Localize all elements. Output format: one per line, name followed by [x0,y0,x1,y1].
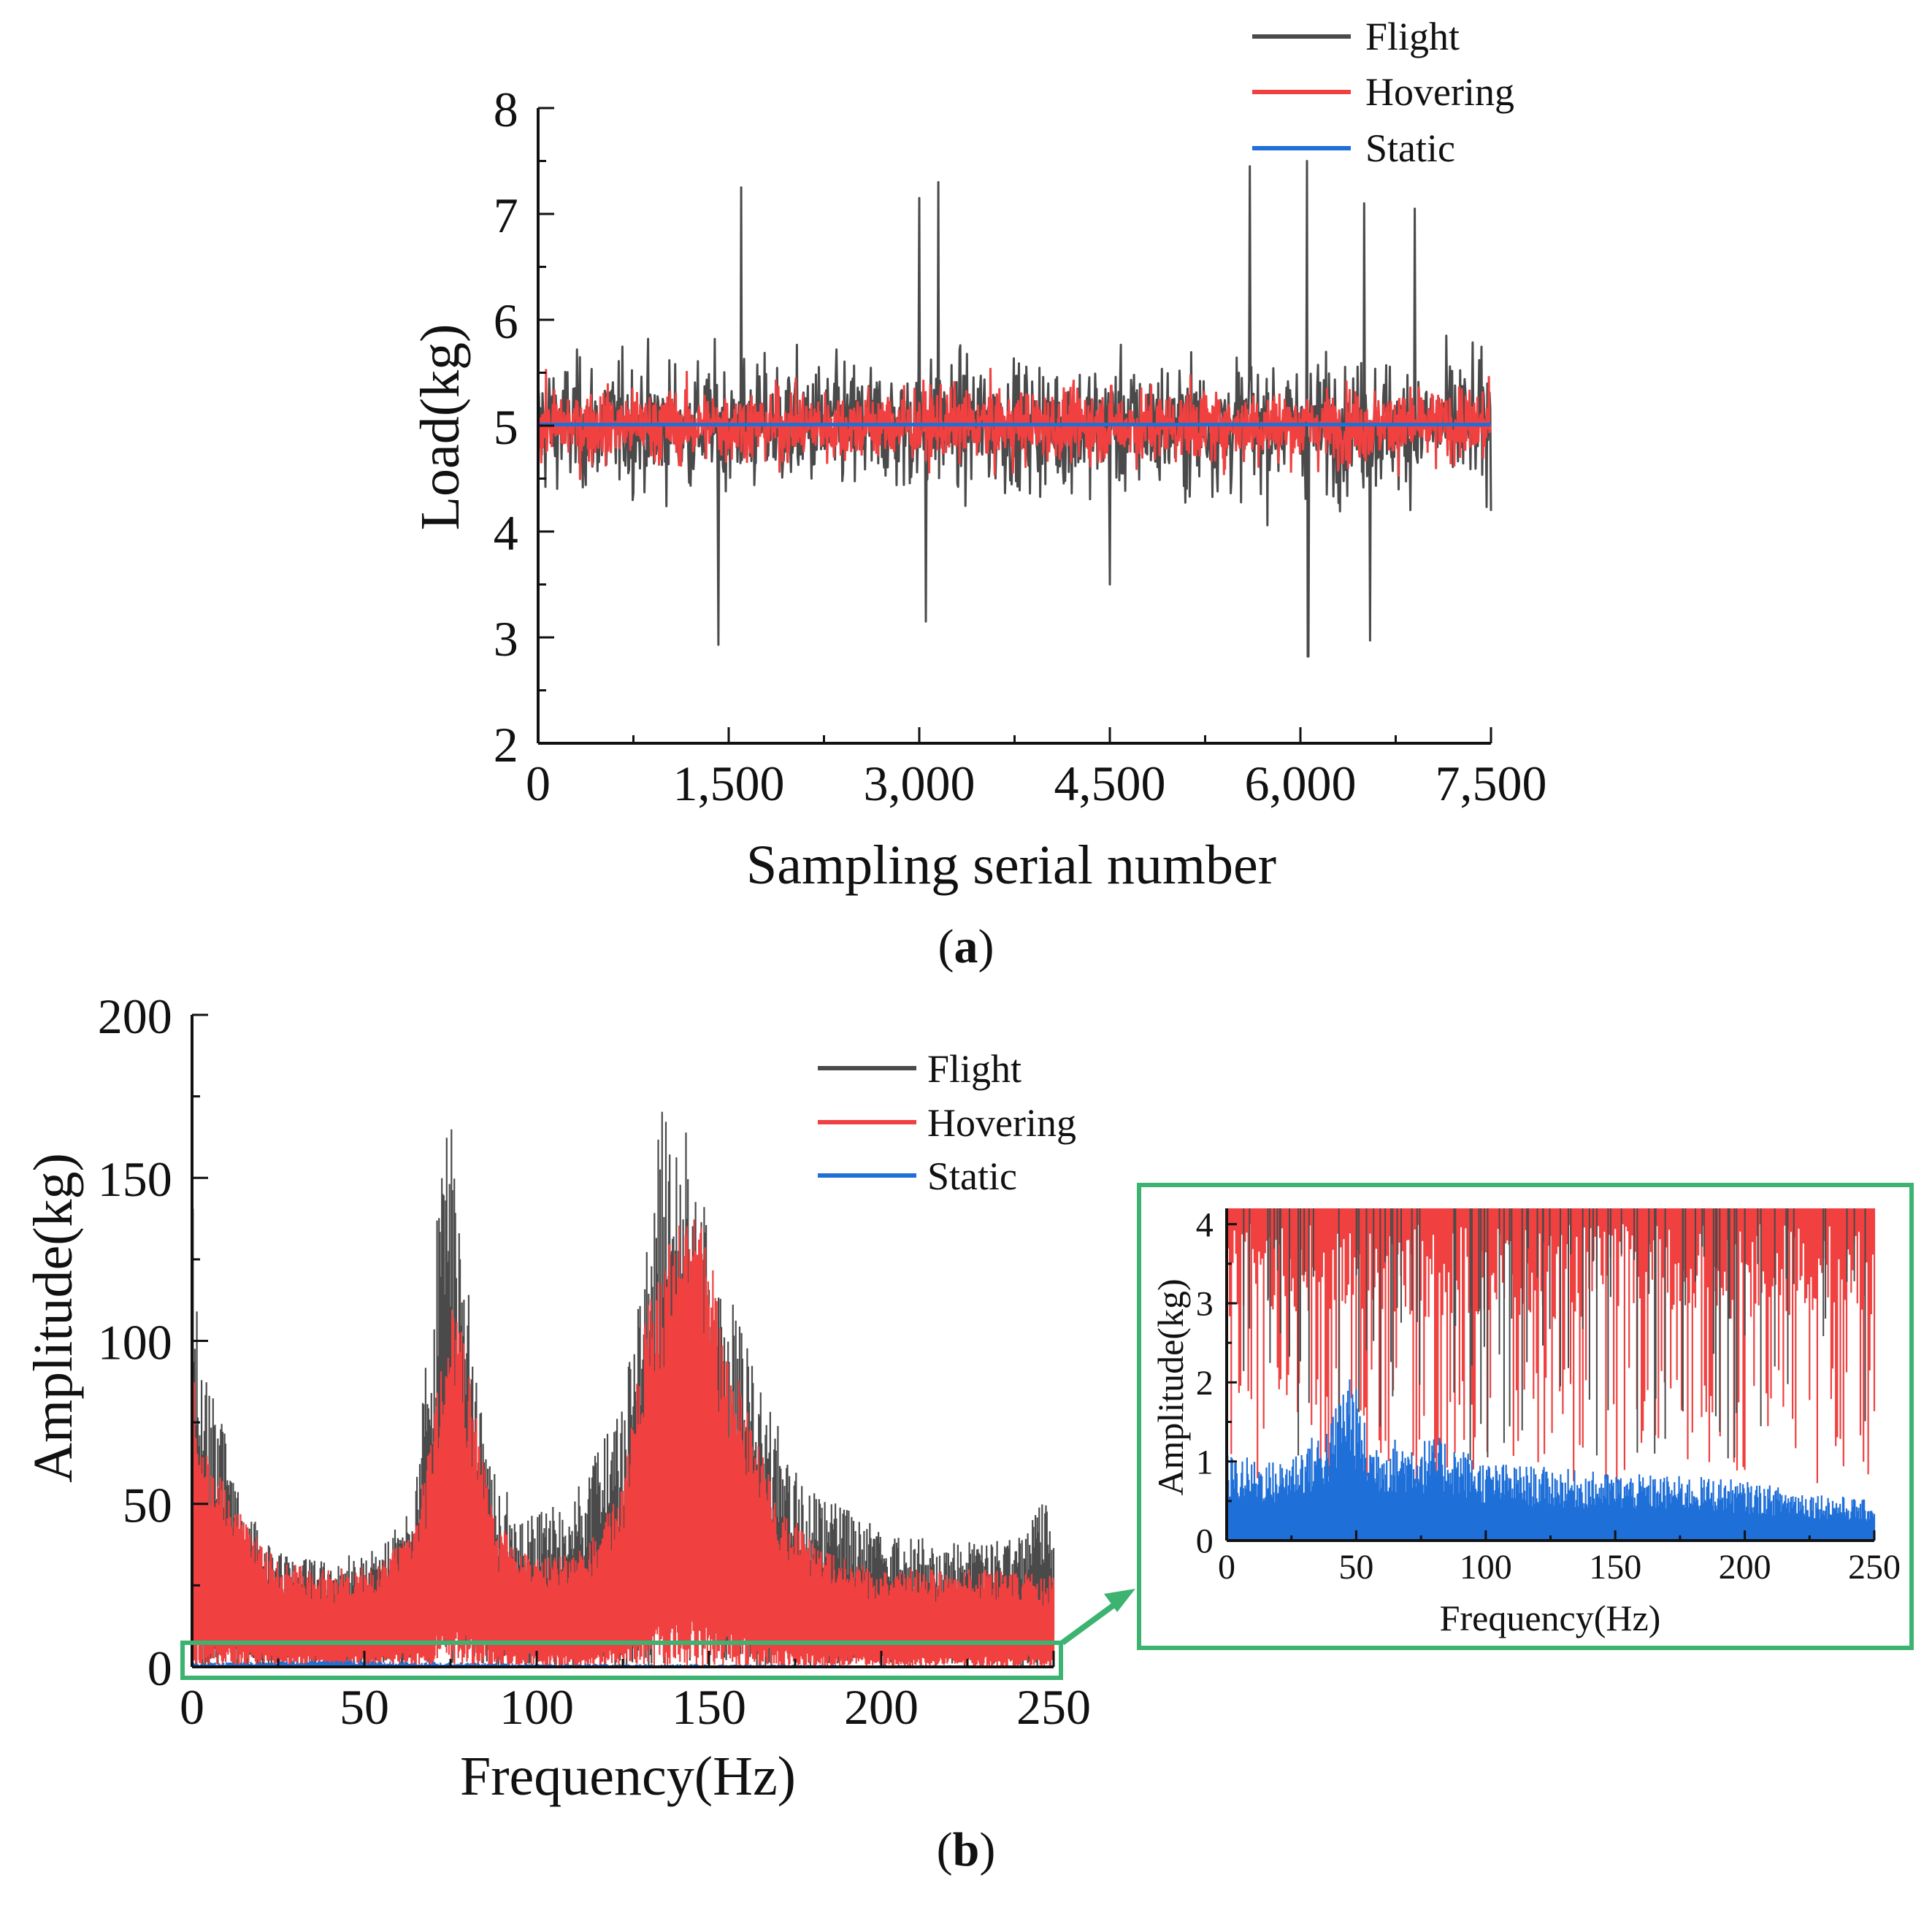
panel-b-x-tick-label: 100 [499,1679,574,1735]
panel-a-y-axis-title: Load(kg) [410,324,471,531]
panel-b-x-tick-label: 50 [340,1679,389,1735]
panel-a-y-tick-label: 2 [494,717,518,772]
panel-b-x-tick-label: 150 [672,1679,746,1735]
panel-a-x-tick-label: 1,500 [673,756,785,811]
panel-a-x-tick-label: 0 [526,756,551,811]
series-hovering-line [537,367,1492,480]
series-hovering-spectrum [191,1219,1055,1667]
inset-y-tick-label: 4 [1196,1205,1214,1244]
panel-b-x-tick-labels: 0 50 100 150 200 250 [180,1679,1091,1735]
inset-axes [1225,1208,1876,1542]
panel-a-x-tick-labels: 0 1,500 3,000 4,500 6,000 7,500 [526,756,1547,811]
panel-b-axes [191,1013,1055,1668]
panel-a-axes [537,107,1492,745]
panel-a-y-tick-label: 3 [494,611,518,667]
panel-a-y-tick-label: 6 [494,294,518,349]
panel-a-chart: 0 1,500 3,000 4,500 6,000 7,500 2 3 4 5 6 7 8 Sampl… [410,15,1547,973]
panel-a-y-tick-labels: 2 3 4 5 6 7 8 [494,82,518,772]
panel-a-y-tick-label: 5 [494,399,518,455]
panel-a-y-tick-label: 4 [494,505,518,561]
panel-b-legend: Flight Hovering Static [818,1047,1076,1198]
panel-b-y-tick-label: 150 [98,1151,172,1207]
panel-b-x-tick-label: 250 [1016,1679,1091,1735]
legend-a-flight-label: Flight [1365,15,1460,58]
inset-y-tick-labels: 0 1 2 3 4 [1196,1205,1214,1560]
legend-b-hovering-label: Hovering [927,1101,1076,1145]
inset-y-tick-label: 0 [1196,1522,1214,1561]
panel-b-y-tick-label: 100 [98,1314,172,1370]
panel-b-x-tick-label: 0 [180,1679,204,1735]
inset-series-flight [1243,1208,1866,1460]
legend-b-static-label: Static [927,1154,1017,1198]
panel-b-y-axis-title: Amplitude(kg) [23,1153,84,1483]
panel-a-x-axis-title: Sampling serial number [746,835,1276,896]
panel-b-y-tick-label: 50 [123,1478,172,1533]
inset-x-tick-label: 50 [1338,1548,1373,1587]
panel-a-legend: Flight Hovering Static [1252,15,1514,170]
panel-a-x-tick-label: 4,500 [1054,756,1166,811]
panel-a-y-tick-label: 8 [494,82,518,137]
panel-b-caption: (b) [937,1823,996,1876]
inset-y-tick-label: 1 [1196,1443,1214,1481]
zoom-arrow-line [1060,1600,1119,1646]
panel-b-y-tick-label: 0 [147,1641,172,1696]
inset-y-tick-label: 3 [1196,1285,1214,1324]
panel-b-plot-area [191,1111,1055,1667]
panel-a-x-tick-label: 7,500 [1435,756,1547,811]
inset-y-tick-label: 2 [1196,1364,1214,1403]
panel-a-plot-area [537,160,1492,658]
panel-b-y-tick-label: 200 [98,989,172,1044]
inset-chart: 0 50 100 150 200 250 0 1 2 3 4 Frequency(Hz) Ampl… [1137,1183,1914,1650]
panel-b-y-tick-labels: 0 50 100 150 200 [98,989,172,1696]
inset-x-tick-labels: 0 50 100 150 200 250 [1218,1548,1901,1587]
inset-x-tick-label: 0 [1218,1548,1235,1587]
panel-a-x-tick-label: 3,000 [864,756,975,811]
inset-plot-area [1225,1208,1876,1541]
panel-a-caption: (a) [938,920,994,973]
legend-b-flight-label: Flight [927,1047,1021,1091]
inset-x-axis-title: Frequency(Hz) [1440,1598,1661,1638]
zoom-highlight-box [180,1641,1063,1680]
inset-x-tick-label: 250 [1848,1548,1901,1587]
legend-a-static-label: Static [1365,126,1455,170]
legend-a-hovering-label: Hovering [1365,70,1514,114]
panel-b-x-tick-label: 200 [844,1679,919,1735]
inset-x-tick-label: 150 [1589,1548,1641,1587]
inset-x-tick-label: 100 [1460,1548,1512,1587]
panel-a-y-tick-label: 7 [494,188,518,243]
panel-a-x-tick-label: 6,000 [1245,756,1357,811]
zoom-arrow-head [1104,1589,1135,1612]
panel-b-x-axis-title: Frequency(Hz) [460,1746,796,1807]
inset-y-axis-title: Amplitude(kg) [1150,1278,1191,1495]
inset-x-tick-label: 200 [1719,1548,1771,1587]
